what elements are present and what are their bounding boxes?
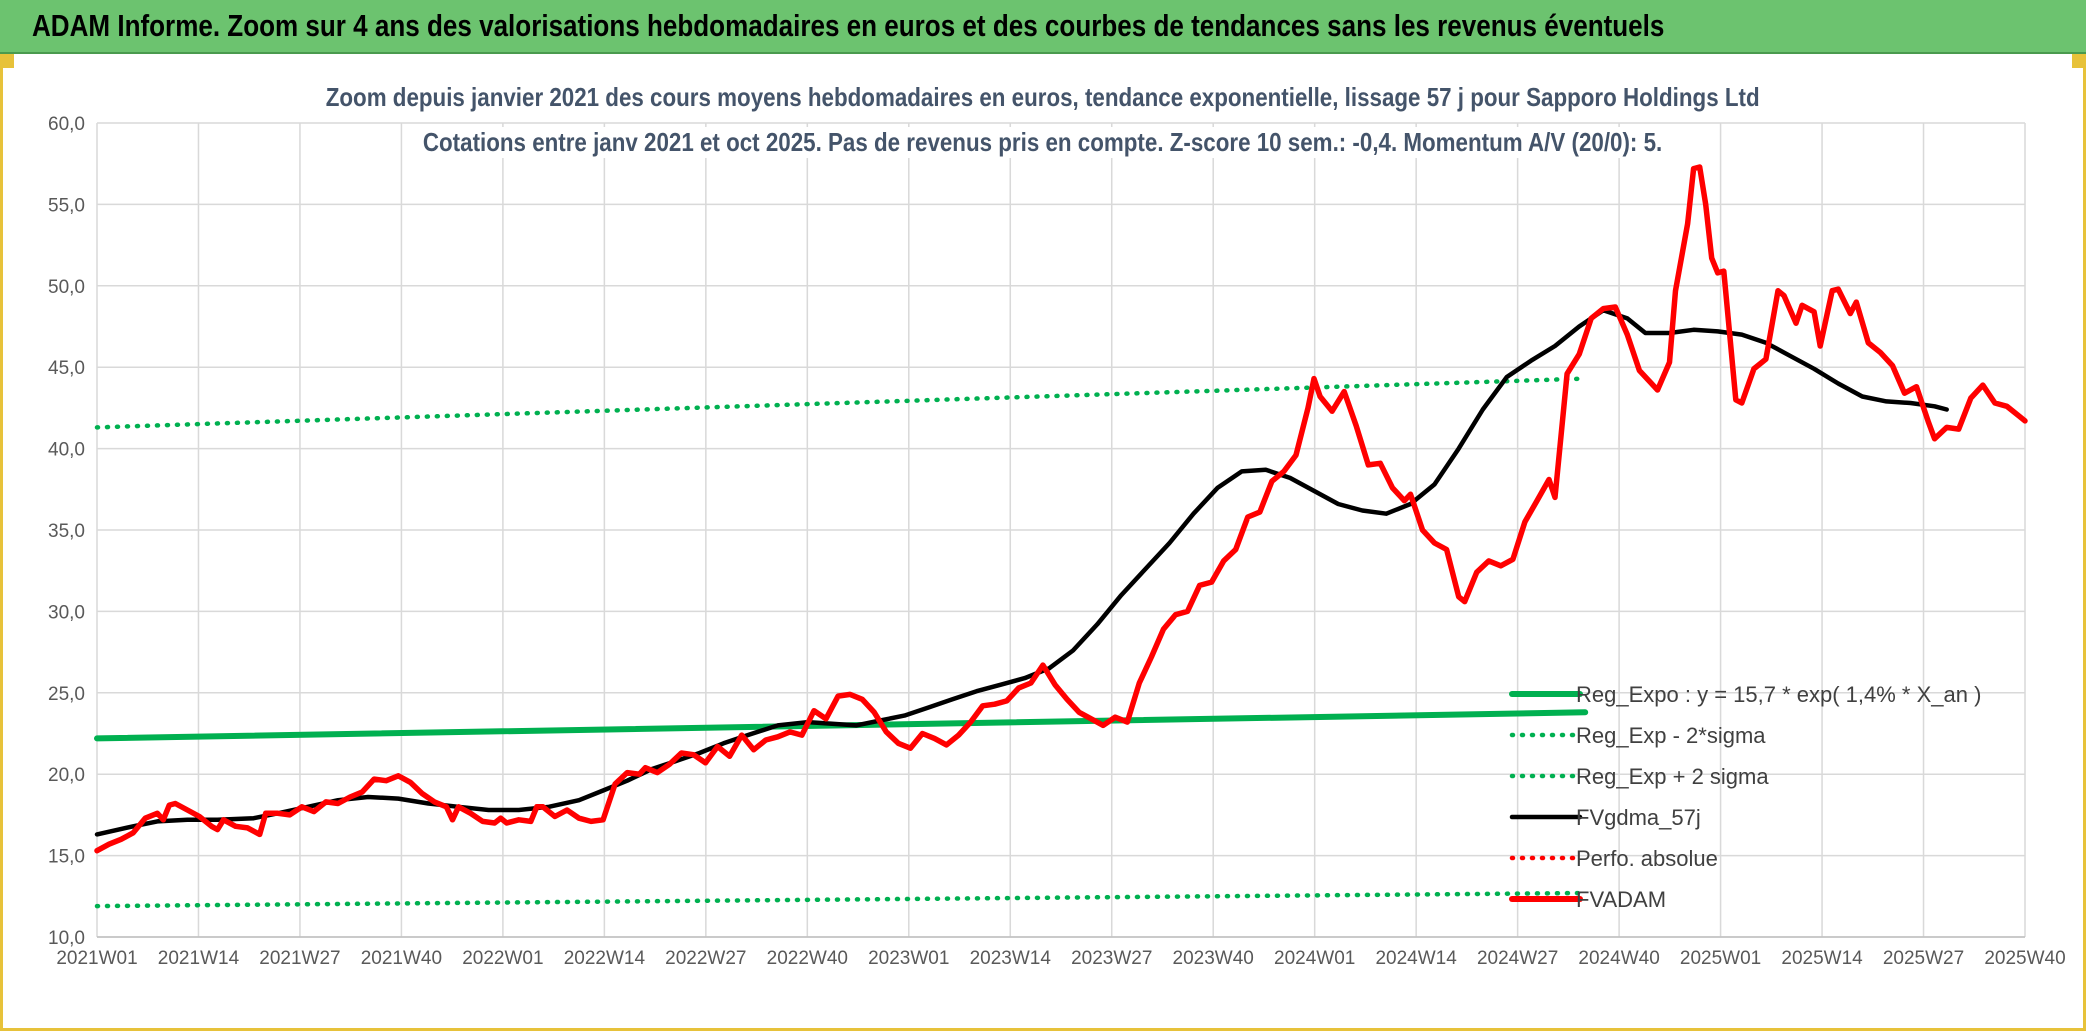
x-tick-label: 2025W27 [1883, 948, 1964, 969]
legend-label: FVgdma_57j [1576, 805, 1701, 830]
x-tick-label: 2022W27 [665, 948, 746, 969]
x-tick-label: 2022W01 [462, 948, 543, 969]
legend-label: Reg_Exp - 2*sigma [1576, 723, 1766, 748]
legend-label: Reg_Expo : y = 15,7 * exp( 1,4% * X_an ) [1576, 682, 1981, 707]
x-tick-label: 2023W40 [1173, 948, 1254, 969]
y-tick-label: 10,0 [48, 928, 85, 949]
header-banner: ADAM Informe. Zoom sur 4 ans des valoris… [0, 0, 2086, 54]
y-tick-label: 50,0 [48, 277, 85, 298]
x-tick-label: 2024W27 [1477, 948, 1558, 969]
y-tick-label: 60,0 [48, 114, 85, 135]
chart-svg: 10,0 15,0 20,0 25,0 30,0 35,0 40,0 45,0 50,0 55,0… [48, 114, 2066, 969]
legend-label: FVADAM [1576, 887, 1666, 912]
y-tick-label: 40,0 [48, 440, 85, 461]
banner-title: ADAM Informe. Zoom sur 4 ans des valoris… [32, 8, 1665, 43]
x-tick-label: 2024W01 [1274, 948, 1355, 969]
y-tick-label: 15,0 [48, 847, 85, 868]
corner-mark-left [0, 54, 14, 68]
y-tick-label: 30,0 [48, 602, 85, 623]
x-tick-label: 2021W01 [56, 948, 137, 969]
chart-title-line1: Zoom depuis janvier 2021 des cours moyen… [0, 82, 2086, 113]
x-tick-label: 2021W27 [259, 948, 340, 969]
legend-label: Reg_Exp + 2 sigma [1576, 764, 1769, 789]
y-tick-label: 55,0 [48, 195, 85, 216]
x-tick-label: 2022W40 [767, 948, 848, 969]
legend-label: Perfo. absolue [1576, 846, 1718, 871]
x-tick-label: 2024W40 [1578, 948, 1659, 969]
chart-title-line2: Cotations entre janv 2021 et oct 2025. P… [0, 127, 2086, 158]
x-tick-label: 2025W40 [1984, 948, 2065, 969]
series-reg-exp-minus-2-sigma [94, 890, 1588, 909]
series-reg-exp-plus-2-sigma [94, 376, 1588, 430]
y-tick-label: 20,0 [48, 765, 85, 786]
x-tick-label: 2022W14 [564, 948, 646, 969]
y-tick-label: 25,0 [48, 684, 85, 705]
x-tick-label: 2021W14 [158, 948, 240, 969]
x-tick-label: 2025W14 [1781, 948, 1863, 969]
x-tick-label: 2023W01 [868, 948, 949, 969]
y-tick-label: 45,0 [48, 358, 85, 379]
corner-mark-right [2072, 54, 2086, 68]
x-tick-label: 2023W27 [1071, 948, 1152, 969]
x-tick-label: 2021W40 [361, 948, 442, 969]
x-tick-label: 2023W14 [970, 948, 1052, 969]
x-tick-label: 2024W14 [1375, 948, 1457, 969]
x-tick-label: 2025W01 [1680, 948, 1761, 969]
series-fvadam [94, 164, 2028, 854]
y-tick-label: 35,0 [48, 521, 85, 542]
chart-area: 10,0 15,0 20,0 25,0 30,0 35,0 40,0 45,0 50,0 55,0… [0, 54, 2086, 1031]
series-fvgdma-57j [94, 307, 1949, 837]
